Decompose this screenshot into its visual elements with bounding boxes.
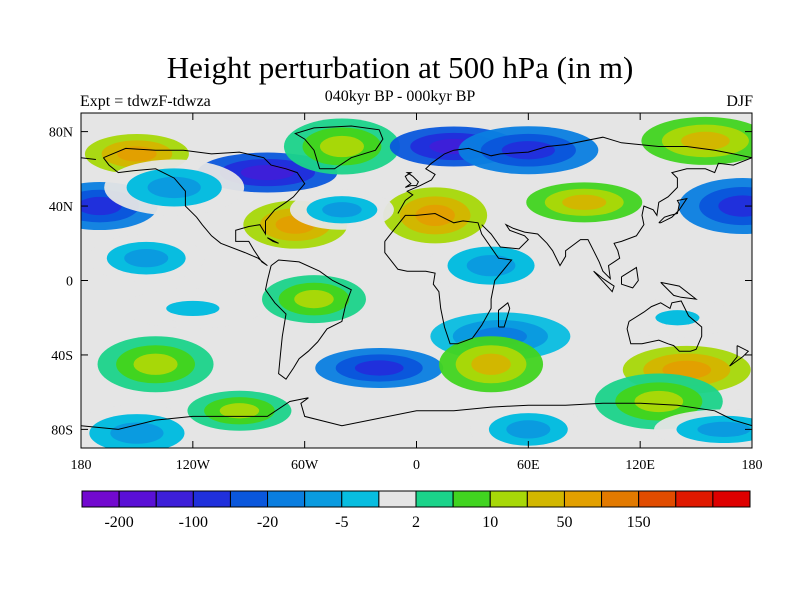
coastline — [658, 197, 688, 224]
coastline — [621, 266, 639, 289]
x-tick-label: 60W — [291, 458, 319, 473]
coastline — [264, 259, 352, 380]
colorbar-label: -200 — [104, 514, 133, 531]
colorbar-box — [229, 490, 269, 508]
y-tick-label: 80S — [51, 423, 73, 438]
x-tick-label: 0 — [413, 458, 420, 473]
anomaly-region — [81, 405, 207, 448]
y-tick-label: 80N — [49, 126, 73, 141]
colorbar-box — [563, 490, 603, 508]
coastline — [294, 125, 384, 170]
coastline — [384, 212, 513, 345]
colorbar-label: 50 — [556, 514, 572, 531]
chart-subtitle: 040kyr BP - 000kyr BP — [324, 88, 476, 105]
colorbar-box — [712, 490, 751, 508]
coastline — [267, 237, 279, 244]
colorbar-box — [601, 490, 640, 508]
coastline — [81, 397, 752, 430]
anomaly-region — [641, 116, 752, 165]
experiment-label: Expt = tdwzF-tdwza — [80, 93, 211, 110]
x-axis: 180 120W 60W 0 60E 120E 180 — [71, 113, 763, 473]
anomaly-region — [678, 178, 752, 235]
colorbar-box — [118, 490, 157, 508]
anomaly-region — [526, 182, 643, 223]
coastline — [481, 157, 752, 281]
coastline — [103, 147, 306, 267]
anomaly-region — [283, 118, 400, 175]
y-tick-label: 40S — [51, 349, 73, 364]
anomaly-region — [104, 159, 245, 216]
colorbar-box — [81, 490, 120, 508]
coastline — [498, 301, 511, 328]
y-tick-label: 40N — [49, 200, 73, 215]
anomaly-region — [289, 189, 394, 230]
x-tick-label: 120W — [176, 458, 211, 473]
colorbar-box — [489, 490, 528, 508]
anomaly-region — [187, 390, 292, 431]
chart-title: Height perturbation at 500 hPa (in m) — [166, 50, 634, 85]
colorbar-label: 2 — [412, 514, 420, 531]
map-plot — [81, 113, 752, 448]
anomaly-region — [261, 275, 366, 324]
coastline — [404, 172, 420, 188]
anomaly-region — [439, 336, 544, 393]
anomaly-region — [315, 347, 444, 388]
x-tick-label: 180 — [71, 458, 92, 473]
colorbar-box — [267, 490, 306, 508]
colorbar-label: 150 — [627, 514, 651, 531]
colorbar-box — [415, 490, 454, 508]
colorbar-box — [638, 490, 677, 508]
anomaly-region — [88, 234, 205, 283]
coastline — [626, 300, 703, 352]
coastline — [81, 157, 96, 160]
y-tick-label: 0 — [66, 275, 73, 290]
y-axis: 80N 40N 0 40S 80S — [49, 126, 752, 438]
anomaly-region — [458, 126, 599, 175]
anomaly-region — [619, 297, 736, 338]
coastline — [397, 136, 752, 214]
anomaly-region — [654, 409, 752, 448]
colorbar-label: -100 — [179, 514, 208, 531]
colorbar-box — [452, 490, 491, 508]
coastlines — [81, 125, 752, 430]
colorbar-box — [675, 490, 714, 508]
colorbar-box — [341, 490, 380, 508]
x-tick-label: 60E — [517, 458, 540, 473]
coastline — [660, 281, 698, 300]
colorbar-box — [526, 490, 565, 508]
colorbar-box — [155, 490, 194, 508]
anomaly-region — [122, 288, 263, 329]
anomaly-region — [470, 405, 587, 448]
coastline — [593, 270, 615, 293]
anomaly-region — [427, 237, 556, 294]
coastline — [729, 345, 750, 367]
anomaly-region — [383, 187, 488, 244]
x-tick-label: 120E — [625, 458, 655, 473]
colorbar-box — [192, 490, 231, 508]
colorbar-label: -5 — [335, 514, 348, 531]
colorbar-label: 10 — [482, 514, 498, 531]
colorbar-label: -20 — [257, 514, 278, 531]
x-tick-label: 180 — [742, 458, 763, 473]
colorbar-box — [378, 490, 417, 508]
season-label: DJF — [726, 93, 753, 110]
colorbar: -200 -100 -20 -5 2 10 50 150 — [81, 490, 751, 531]
colorbar-box — [304, 490, 343, 508]
anomaly-region — [97, 336, 214, 393]
